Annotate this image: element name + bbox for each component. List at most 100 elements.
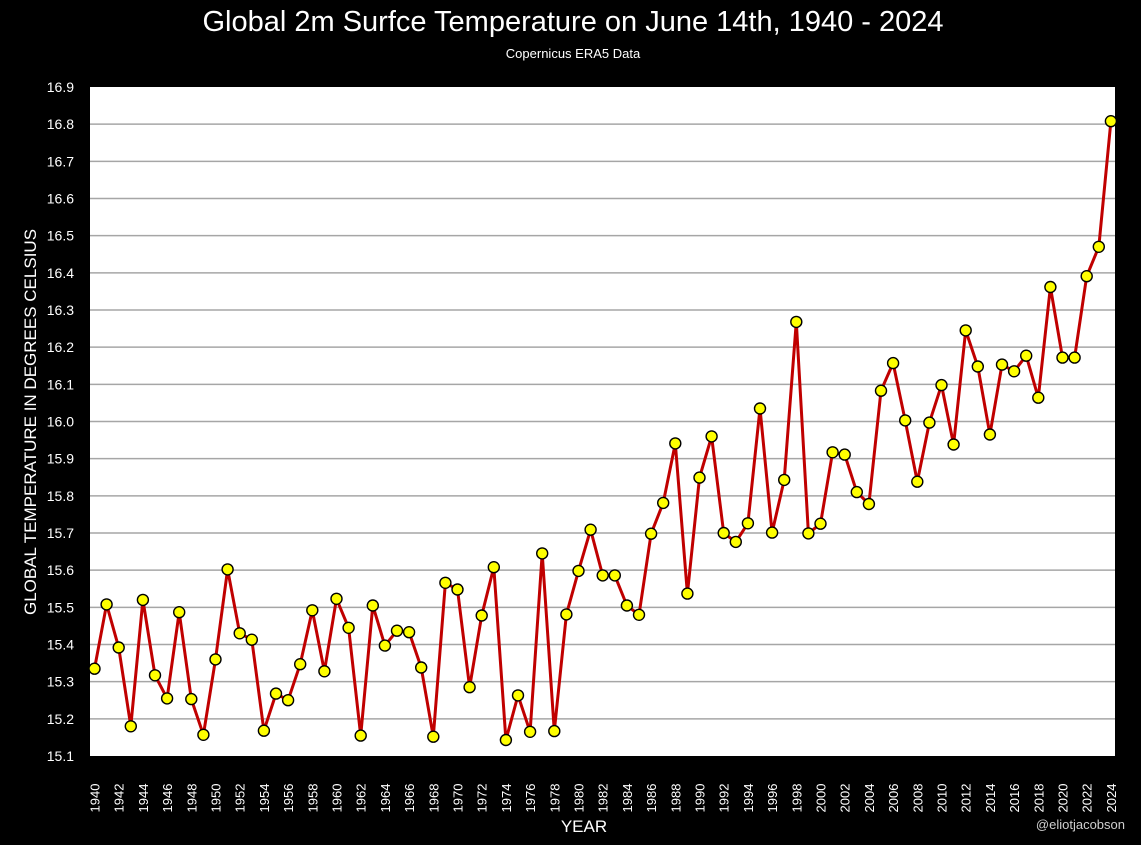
- x-tick-label: 1990: [693, 784, 708, 813]
- x-tick-label: 2016: [1007, 784, 1022, 813]
- x-tick-label: 1982: [596, 784, 611, 813]
- data-point: [221, 563, 234, 576]
- data-point: [959, 324, 972, 337]
- x-tick-label: 1956: [281, 784, 296, 813]
- x-tick-label: 1954: [257, 784, 272, 813]
- data-point: [475, 609, 488, 622]
- data-point: [705, 430, 718, 443]
- data-point: [439, 576, 452, 589]
- data-point: [850, 485, 863, 499]
- data-point: [366, 599, 379, 612]
- data-point: [596, 569, 609, 582]
- data-point: [281, 694, 295, 707]
- y-tick-label: 16.4: [47, 265, 74, 281]
- data-point: [753, 402, 767, 415]
- data-point: [657, 496, 670, 510]
- data-point: [1007, 365, 1021, 378]
- x-tick-label: 2010: [935, 784, 950, 813]
- data-point: [269, 687, 283, 700]
- data-point: [1032, 391, 1045, 404]
- y-tick-label: 15.3: [47, 674, 74, 690]
- data-point: [838, 448, 851, 461]
- y-tick-label: 16.6: [47, 191, 74, 207]
- data-point: [1104, 114, 1118, 128]
- data-point: [548, 724, 561, 738]
- data-point: [330, 592, 343, 605]
- data-point: [632, 608, 646, 621]
- data-point: [185, 692, 198, 706]
- y-tick-label: 15.4: [47, 637, 74, 653]
- data-point: [245, 633, 259, 646]
- data-point: [451, 583, 464, 596]
- data-point: [1044, 280, 1057, 294]
- y-tick-label: 15.8: [47, 488, 74, 504]
- data-point: [233, 627, 246, 640]
- x-tick-label: 1948: [184, 784, 199, 813]
- data-point: [741, 517, 755, 530]
- data-point: [499, 733, 513, 747]
- data-point: [427, 730, 440, 743]
- x-tick-label: 1976: [523, 784, 538, 813]
- y-tick-label: 15.7: [47, 525, 74, 541]
- data-point: [318, 665, 331, 678]
- x-tick-label: 1978: [547, 784, 562, 813]
- data-point: [306, 604, 319, 617]
- y-tick-label: 15.5: [47, 599, 74, 615]
- data-point: [935, 378, 948, 392]
- data-point: [620, 599, 634, 612]
- x-tick-label: 1962: [354, 784, 369, 813]
- x-tick-label: 2004: [862, 784, 877, 813]
- x-tick-label: 2014: [983, 784, 998, 813]
- data-point: [608, 569, 621, 582]
- data-point: [899, 414, 912, 427]
- data-point: [209, 653, 222, 666]
- data-point: [572, 564, 585, 578]
- x-tick-label: 1998: [789, 784, 804, 813]
- x-tick-label: 1940: [88, 784, 103, 813]
- data-point: [378, 639, 392, 652]
- x-tick-label: 1960: [330, 784, 345, 813]
- data-point: [826, 446, 839, 459]
- data-point: [681, 587, 694, 600]
- y-tick-label: 15.1: [47, 748, 74, 764]
- data-point: [778, 473, 791, 487]
- data-point: [560, 608, 573, 621]
- y-tick-label: 16.5: [47, 228, 74, 244]
- data-point: [390, 624, 404, 637]
- data-point: [874, 384, 888, 397]
- y-tick-label: 16.9: [47, 79, 74, 95]
- x-axis-label: YEAR: [560, 817, 608, 836]
- data-point: [124, 720, 138, 733]
- data-point: [911, 475, 924, 488]
- data-point: [862, 497, 876, 511]
- data-point: [717, 526, 730, 540]
- data-point: [342, 621, 355, 634]
- data-point: [257, 724, 271, 737]
- data-point: [802, 527, 815, 540]
- data-point: [463, 681, 476, 694]
- data-point: [523, 725, 537, 738]
- data-point: [487, 561, 500, 574]
- data-point: [172, 606, 186, 619]
- x-tick-label: 2006: [886, 784, 901, 813]
- data-point: [644, 527, 658, 540]
- x-tick-label: 1946: [160, 784, 175, 813]
- x-tick-label: 1942: [112, 784, 127, 813]
- y-tick-label: 16.3: [47, 302, 74, 318]
- data-points: [88, 114, 1118, 747]
- x-tick-label: 1972: [475, 784, 490, 813]
- x-tick-label: 1966: [402, 784, 417, 813]
- data-point: [983, 428, 997, 441]
- y-tick-label: 15.9: [47, 451, 74, 467]
- x-tick-label: 2008: [910, 784, 925, 813]
- data-point: [1056, 351, 1069, 364]
- data-point: [136, 593, 150, 607]
- x-tick-label: 2024: [1104, 784, 1119, 813]
- x-tick-label: 1944: [136, 784, 151, 813]
- data-point: [197, 728, 210, 741]
- data-point: [814, 517, 827, 530]
- data-point: [693, 471, 706, 484]
- data-point: [112, 641, 125, 654]
- y-tick-label: 16.1: [47, 376, 74, 392]
